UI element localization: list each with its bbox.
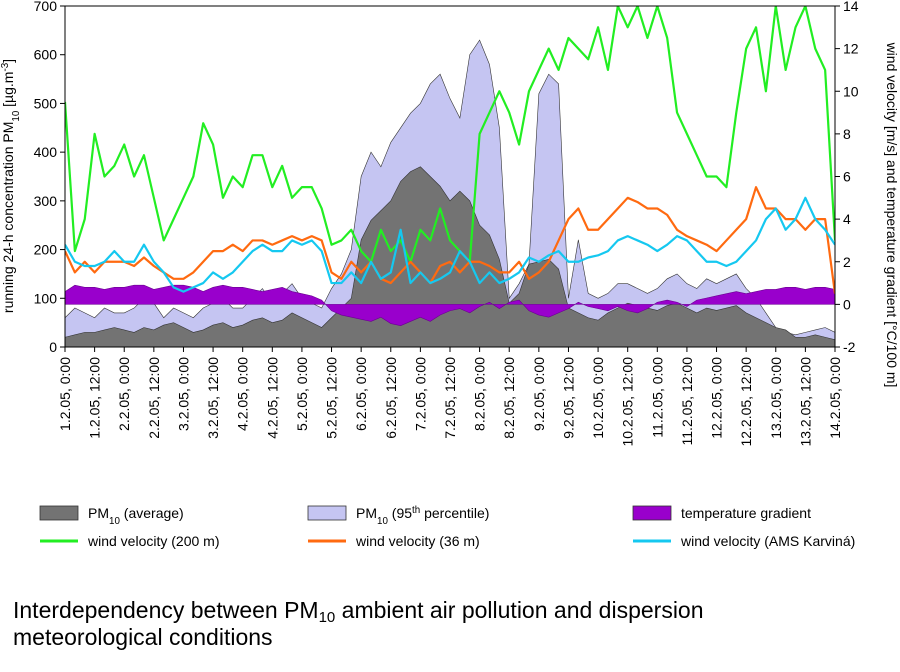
y2-tick-label: 14 bbox=[843, 0, 859, 14]
y-tick-label: 400 bbox=[34, 144, 58, 160]
y2-tick-label: 4 bbox=[843, 211, 851, 227]
x-tick-label: 4.2.05, 0:00 bbox=[235, 357, 251, 431]
x-tick-label: 12.2.05, 12:00 bbox=[738, 357, 754, 447]
x-tick-label: 1.2.05, 0:00 bbox=[57, 357, 73, 431]
x-tick-label: 6.2.05, 12:00 bbox=[383, 357, 399, 439]
x-tick-label: 13.2.05, 12:00 bbox=[797, 357, 813, 447]
y2-axis-label: wind velocity [m/s] and temperature grad… bbox=[884, 42, 900, 388]
legend-label: PM10 (average) bbox=[88, 505, 184, 527]
area bbox=[65, 39, 835, 347]
plot-area bbox=[65, 6, 835, 347]
chart-title: Interdependency between PM10 ambient air… bbox=[13, 597, 704, 650]
line bbox=[65, 186, 835, 294]
line bbox=[65, 6, 835, 263]
x-tick-label: 2.2.05, 0:00 bbox=[116, 357, 132, 431]
y-tick-label: 0 bbox=[49, 339, 57, 355]
chart: running 24-h concentration PM10 [µg.m-3]… bbox=[0, 0, 900, 549]
y2-tick-label: 2 bbox=[843, 254, 851, 270]
x-tick-label: 8.2.05, 12:00 bbox=[501, 357, 517, 439]
legend-swatch bbox=[632, 505, 672, 521]
y2-tick-label: 0 bbox=[843, 296, 851, 312]
x-tick-label: 6.2.05, 0:00 bbox=[353, 357, 369, 431]
x-tick-label: 5.2.05, 12:00 bbox=[324, 357, 340, 439]
x-tick-label: 9.2.05, 12:00 bbox=[560, 357, 576, 439]
x-tick-label: 2.2.05, 12:00 bbox=[146, 357, 162, 439]
x-tick-label: 8.2.05, 0:00 bbox=[472, 357, 488, 431]
x-tick-label: 11.2.05, 12:00 bbox=[679, 357, 695, 446]
legend-label: wind velocity (36 m) bbox=[355, 533, 480, 549]
x-tick-label: 13.2.05, 0:00 bbox=[768, 357, 784, 439]
y-tick-label: 200 bbox=[34, 242, 58, 258]
x-tick-label: 14.2.05, 0:00 bbox=[827, 357, 843, 439]
area bbox=[65, 284, 835, 327]
x-tick-label: 9.2.05, 0:00 bbox=[531, 357, 547, 431]
x-tick-label: 12.2.05, 0:00 bbox=[709, 357, 725, 439]
x-tick-label: 5.2.05, 0:00 bbox=[294, 357, 310, 431]
legend-label: wind velocity (AMS Karviná) bbox=[680, 533, 855, 549]
y-tick-label: 100 bbox=[34, 290, 58, 306]
y2-tick-label: 6 bbox=[843, 169, 851, 185]
legend-swatch bbox=[39, 505, 79, 521]
area bbox=[65, 166, 835, 347]
x-tick-label: 7.2.05, 0:00 bbox=[412, 357, 428, 431]
x-tick-label: 10.2.05, 12:00 bbox=[620, 357, 636, 447]
y-tick-label: 600 bbox=[34, 47, 58, 63]
legend-swatch bbox=[307, 505, 347, 521]
y-tick-label: 300 bbox=[34, 193, 58, 209]
legend-label: wind velocity (200 m) bbox=[87, 533, 220, 549]
x-tick-label: 10.2.05, 0:00 bbox=[590, 357, 606, 439]
y2-tick-label: -2 bbox=[843, 339, 856, 355]
line bbox=[65, 196, 835, 293]
x-tick-label: 7.2.05, 12:00 bbox=[442, 357, 458, 439]
x-tick-label: 3.2.05, 0:00 bbox=[175, 357, 191, 431]
x-tick-label: 3.2.05, 12:00 bbox=[205, 357, 221, 439]
x-tick-label: 4.2.05, 12:00 bbox=[264, 357, 280, 439]
y-axis-label: running 24-h concentration PM10 [µg.m-3] bbox=[0, 59, 22, 313]
y2-tick-label: 10 bbox=[843, 83, 859, 99]
y-tick-label: 500 bbox=[34, 95, 58, 111]
y2-tick-label: 8 bbox=[843, 126, 851, 142]
y2-tick-label: 12 bbox=[843, 41, 859, 57]
y-tick-label: 700 bbox=[34, 0, 58, 14]
legend-label: temperature gradient bbox=[681, 505, 811, 521]
x-tick-label: 1.2.05, 12:00 bbox=[87, 357, 103, 439]
legend-label: PM10 (95th percentile) bbox=[356, 505, 489, 527]
x-tick-label: 11.2.05, 0:00 bbox=[649, 357, 665, 438]
